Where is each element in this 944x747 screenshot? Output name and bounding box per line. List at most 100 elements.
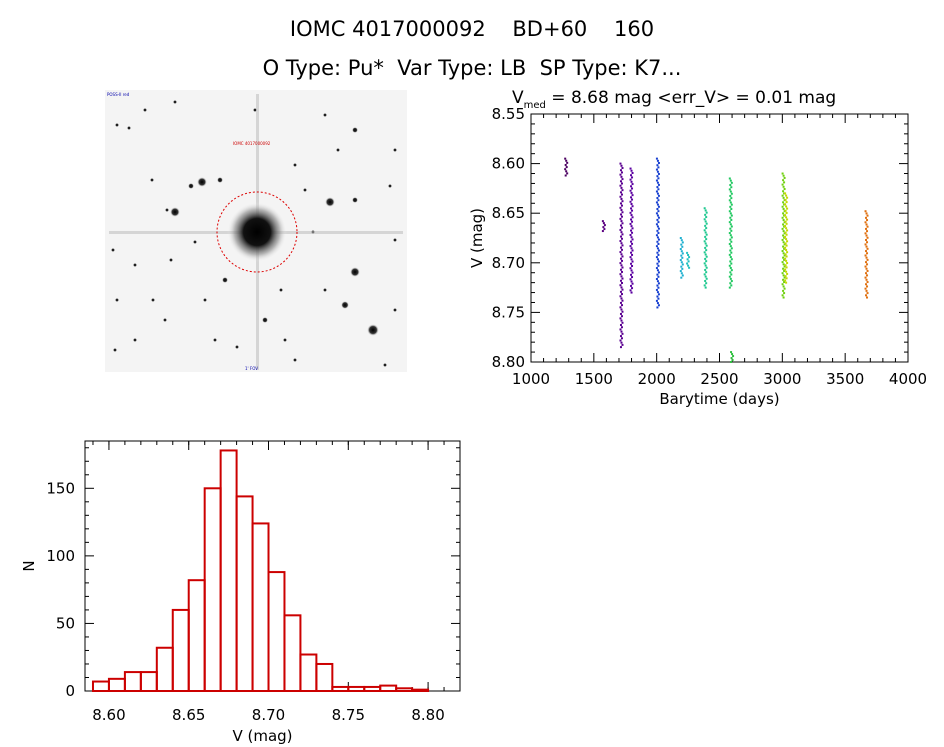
data-point [656, 159, 659, 162]
histogram-bar [331, 685, 350, 693]
data-point [704, 286, 707, 289]
background-star [388, 184, 392, 188]
data-point [729, 216, 732, 219]
background-star [213, 338, 217, 342]
data-point [730, 251, 733, 254]
data-point [728, 242, 731, 245]
data-point [781, 238, 784, 241]
data-point [784, 209, 787, 212]
data-point [620, 182, 623, 185]
data-point [565, 159, 568, 162]
data-point [785, 222, 788, 225]
data-point [619, 284, 622, 287]
data-point [566, 161, 569, 164]
data-point [786, 251, 789, 254]
data-point [730, 208, 733, 211]
data-point [865, 256, 868, 259]
data-point [656, 306, 659, 309]
data-point [866, 281, 869, 284]
data-point [602, 222, 605, 225]
data-point [783, 210, 786, 213]
data-point [732, 355, 735, 358]
data-point [704, 253, 707, 256]
data-point [730, 280, 733, 283]
data-point [657, 249, 660, 252]
data-point [864, 254, 867, 257]
background-star [115, 298, 119, 302]
data-point [784, 203, 787, 206]
data-point [782, 252, 785, 255]
data-point [786, 196, 789, 199]
data-point [679, 248, 682, 251]
data-point [630, 262, 633, 265]
data-point [657, 232, 660, 235]
histogram-bar [91, 680, 110, 693]
data-point [785, 277, 788, 280]
x-tick-label: 3000 [763, 370, 801, 388]
data-point [729, 271, 732, 274]
data-point [620, 220, 623, 223]
data-point [680, 261, 683, 264]
data-point [621, 310, 624, 313]
data-point [783, 203, 786, 206]
data-point [782, 234, 785, 237]
histogram-bar [219, 449, 238, 693]
background-star [150, 178, 154, 182]
data-point [704, 275, 707, 278]
data-point [655, 168, 658, 171]
data-point [620, 293, 623, 296]
data-point [619, 213, 622, 216]
data-point [705, 233, 708, 236]
data-point [781, 183, 784, 186]
data-point [704, 242, 707, 245]
data-point [631, 264, 634, 267]
background-star [163, 318, 167, 322]
data-point [655, 234, 658, 237]
data-point [728, 286, 731, 289]
data-point [784, 279, 787, 282]
data-point [619, 224, 622, 227]
data-point [782, 190, 785, 193]
data-point [655, 288, 658, 291]
data-point [680, 276, 683, 279]
data-point [782, 174, 785, 177]
data-point [656, 295, 659, 298]
data-point [705, 260, 708, 263]
histogram-bar [347, 685, 366, 693]
data-point [783, 247, 786, 250]
background-star [217, 177, 223, 183]
data-point [601, 220, 604, 223]
data-point [729, 282, 732, 285]
x-tick-label: 8.65 [172, 706, 205, 724]
data-point [730, 197, 733, 200]
data-point [704, 268, 707, 271]
data-point [784, 275, 787, 278]
data-point [730, 181, 733, 184]
data-point [730, 258, 733, 261]
y-tick-label: 8.75 [492, 303, 525, 321]
data-point [704, 224, 707, 227]
data-point [631, 238, 634, 241]
data-point [656, 207, 659, 210]
data-point [656, 229, 659, 232]
data-point [619, 235, 622, 238]
data-point [619, 306, 622, 309]
histogram-bar [267, 571, 286, 693]
data-point [704, 220, 707, 223]
data-point [630, 202, 633, 205]
background-star [283, 338, 287, 342]
data-point [784, 242, 787, 245]
background-star [173, 100, 177, 104]
data-point [866, 236, 869, 239]
data-point [784, 192, 787, 195]
data-point [705, 222, 708, 225]
data-point [729, 260, 732, 263]
data-point [655, 245, 658, 248]
data-point [782, 296, 785, 299]
data-point [705, 277, 708, 280]
data-point [729, 194, 732, 197]
data-point [655, 267, 658, 270]
data-point [728, 253, 731, 256]
data-point [786, 240, 789, 243]
data-point [785, 233, 788, 236]
